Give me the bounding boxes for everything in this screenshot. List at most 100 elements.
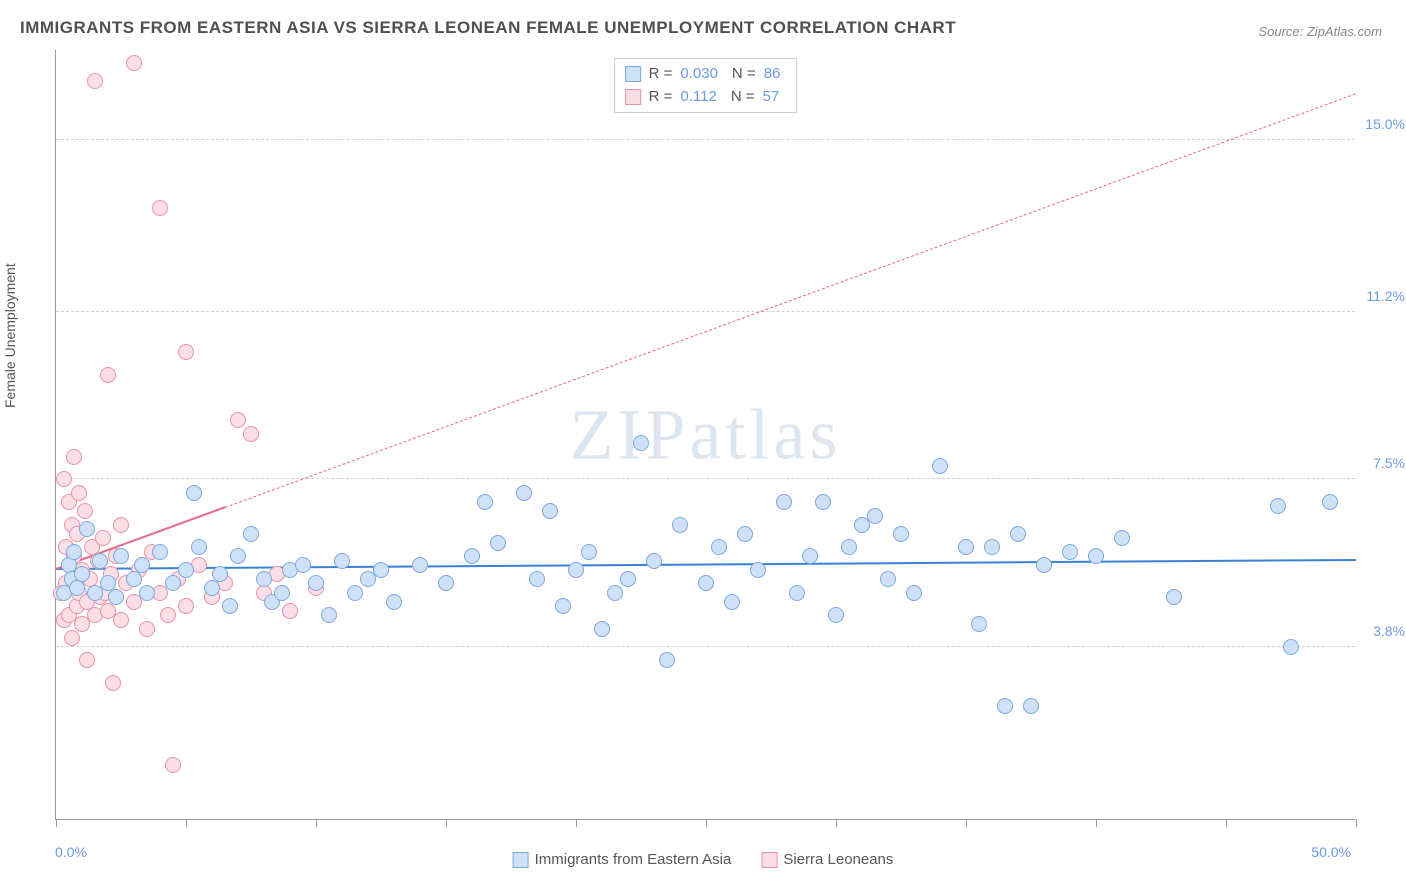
scatter-point xyxy=(64,630,80,646)
scatter-point xyxy=(984,539,1000,555)
scatter-point xyxy=(113,517,129,533)
scatter-point xyxy=(308,575,324,591)
scatter-point xyxy=(672,517,688,533)
scatter-point xyxy=(152,544,168,560)
scatter-point xyxy=(212,566,228,582)
scatter-point xyxy=(139,585,155,601)
y-axis-title: Female Unemployment xyxy=(2,263,18,408)
scatter-point xyxy=(776,494,792,510)
scatter-point xyxy=(997,698,1013,714)
scatter-point xyxy=(828,607,844,623)
scatter-point xyxy=(1062,544,1078,560)
source-label: Source: ZipAtlas.com xyxy=(1258,24,1382,39)
legend-row: R =0.030N =86 xyxy=(625,63,787,86)
scatter-point xyxy=(160,607,176,623)
scatter-point xyxy=(620,571,636,587)
x-tick xyxy=(316,819,317,827)
scatter-point xyxy=(1023,698,1039,714)
scatter-point xyxy=(71,485,87,501)
scatter-point xyxy=(334,553,350,569)
x-tick xyxy=(56,819,57,827)
scatter-point xyxy=(490,535,506,551)
scatter-point xyxy=(646,553,662,569)
scatter-point xyxy=(77,503,93,519)
scatter-point xyxy=(1114,530,1130,546)
scatter-point xyxy=(516,485,532,501)
trend-line xyxy=(225,93,1356,508)
scatter-point xyxy=(100,367,116,383)
scatter-point xyxy=(178,344,194,360)
scatter-point xyxy=(79,521,95,537)
legend-item: Immigrants from Eastern Asia xyxy=(513,851,732,868)
legend-row: R =0.112N =57 xyxy=(625,86,787,109)
scatter-point xyxy=(594,621,610,637)
scatter-point xyxy=(134,557,150,573)
scatter-point xyxy=(347,585,363,601)
scatter-point xyxy=(230,548,246,564)
y-tick-label: 3.8% xyxy=(1373,623,1405,639)
scatter-point xyxy=(152,200,168,216)
scatter-point xyxy=(789,585,805,601)
scatter-point xyxy=(165,575,181,591)
scatter-point xyxy=(66,449,82,465)
scatter-point xyxy=(87,73,103,89)
scatter-point xyxy=(1166,589,1182,605)
y-tick-label: 11.2% xyxy=(1366,288,1405,304)
gridline xyxy=(56,478,1355,479)
scatter-point xyxy=(1010,526,1026,542)
scatter-point xyxy=(633,435,649,451)
scatter-point xyxy=(581,544,597,560)
scatter-point xyxy=(113,548,129,564)
scatter-point xyxy=(126,55,142,71)
scatter-point xyxy=(178,562,194,578)
scatter-point xyxy=(243,526,259,542)
scatter-point xyxy=(412,557,428,573)
scatter-point xyxy=(971,616,987,632)
scatter-point xyxy=(386,594,402,610)
scatter-point xyxy=(1283,639,1299,655)
scatter-point xyxy=(92,553,108,569)
scatter-point xyxy=(126,571,142,587)
scatter-point xyxy=(113,612,129,628)
scatter-point xyxy=(256,571,272,587)
scatter-point xyxy=(186,485,202,501)
scatter-point xyxy=(867,508,883,524)
scatter-point xyxy=(802,548,818,564)
gridline xyxy=(56,646,1355,647)
x-tick xyxy=(186,819,187,827)
scatter-point xyxy=(66,544,82,560)
x-min-label: 0.0% xyxy=(55,844,87,860)
scatter-point xyxy=(750,562,766,578)
scatter-point xyxy=(659,652,675,668)
scatter-point xyxy=(95,530,111,546)
chart-title: IMMIGRANTS FROM EASTERN ASIA VS SIERRA L… xyxy=(20,18,956,38)
scatter-point xyxy=(932,458,948,474)
scatter-point xyxy=(711,539,727,555)
x-tick xyxy=(446,819,447,827)
scatter-point xyxy=(906,585,922,601)
scatter-point xyxy=(464,548,480,564)
scatter-point xyxy=(555,598,571,614)
x-tick xyxy=(1226,819,1227,827)
scatter-point xyxy=(178,598,194,614)
x-tick xyxy=(966,819,967,827)
series-legend: Immigrants from Eastern AsiaSierra Leone… xyxy=(513,851,894,868)
scatter-point xyxy=(230,412,246,428)
scatter-point xyxy=(274,585,290,601)
scatter-plot: ZIPatlas R =0.030N =86R =0.112N =57 3.8%… xyxy=(55,50,1355,820)
scatter-point xyxy=(958,539,974,555)
trend-line xyxy=(56,559,1356,570)
x-tick xyxy=(1356,819,1357,827)
scatter-point xyxy=(542,503,558,519)
scatter-point xyxy=(74,566,90,582)
scatter-point xyxy=(1270,498,1286,514)
scatter-point xyxy=(737,526,753,542)
scatter-point xyxy=(815,494,831,510)
scatter-point xyxy=(79,652,95,668)
scatter-point xyxy=(282,603,298,619)
scatter-point xyxy=(698,575,714,591)
scatter-point xyxy=(568,562,584,578)
scatter-point xyxy=(105,675,121,691)
scatter-point xyxy=(607,585,623,601)
scatter-point xyxy=(724,594,740,610)
